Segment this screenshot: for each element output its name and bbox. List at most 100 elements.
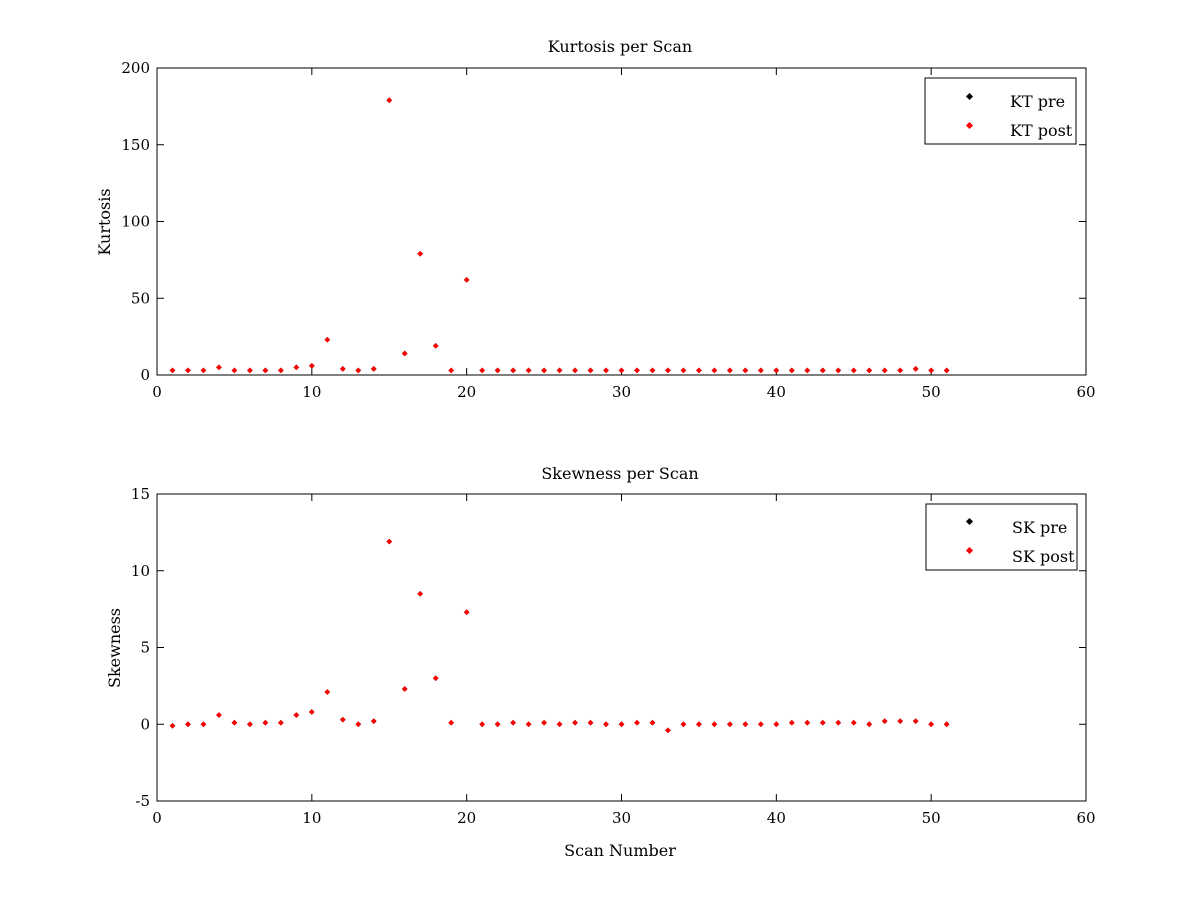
data-point [293,712,300,718]
data-point [339,716,346,723]
data-point [309,362,315,369]
data-point [216,712,222,718]
data-point [665,367,671,374]
data-point [773,367,780,374]
data-point [850,719,857,726]
legend-entry-kt-pre: KT pre [1010,92,1065,111]
data-point [278,367,284,374]
data-point [541,367,547,374]
skewness-chart: Skewness per Scan Skewness Scan Number 0… [105,464,1096,860]
data-point [525,721,532,728]
legend-marker-kt-pre [965,92,974,101]
data-point [587,719,594,726]
y-tick-label: -5 [135,792,150,810]
data-point [262,719,269,726]
data-point [309,709,315,715]
data-point [432,675,439,682]
x-tick-label: 50 [922,809,941,827]
data-point [819,719,826,726]
y-tick-label: 0 [140,715,150,733]
data-point [448,367,455,374]
data-point [479,367,485,374]
x-tick-label: 0 [152,809,162,827]
data-point [355,367,362,374]
x-tick-label: 20 [457,383,476,401]
data-point [216,364,222,371]
data-point [618,721,625,728]
legend-box [924,77,1077,145]
data-point [758,367,764,374]
x-tick-label: 40 [767,809,786,827]
data-point [727,367,733,374]
data-point [525,367,532,374]
data-point [835,719,842,726]
data-point [169,722,176,729]
data-point [680,721,687,728]
data-point [262,367,269,374]
data-point [185,367,191,374]
data-point [324,336,331,343]
data-point [510,719,516,726]
legend-marker-kt-post [965,121,974,130]
data-point [665,727,671,734]
data-point [634,367,640,374]
data-point [773,721,780,728]
x-tick-label: 30 [612,383,631,401]
x-tick-label: 30 [612,809,631,827]
axis-ticks: 0 10 20 30 40 50 60 0 50 100 150 200 [121,59,1095,401]
data-point [758,721,764,728]
data-point [494,367,501,374]
y-tick-label: 10 [131,562,150,580]
data-point [200,721,207,728]
data-point [603,367,609,374]
data-point [231,367,238,374]
data-point [494,721,501,728]
data-points [169,97,950,374]
data-point [572,367,578,374]
data-point [324,689,331,695]
data-point [432,343,439,349]
data-point [819,367,826,374]
data-point [355,721,362,728]
x-tick-label: 10 [302,809,321,827]
data-point [169,367,176,374]
data-point [912,366,919,372]
data-point [231,719,238,726]
data-point [696,367,702,374]
data-point [928,367,934,374]
data-point [634,719,640,726]
data-point [401,686,408,692]
legend: SK pre SK post [925,503,1078,571]
data-point [293,364,300,371]
data-point [386,97,393,104]
data-point [603,721,609,728]
data-point [711,721,718,728]
data-point [386,538,393,545]
data-point [943,721,950,728]
series-kt-post [169,97,950,374]
data-point [417,250,424,257]
series-sk-post [169,538,950,734]
x-axis-label: Scan Number [564,841,676,860]
legend-entry-sk-pre: SK pre [1012,518,1067,537]
data-point [510,367,516,374]
y-tick-label: 150 [121,136,150,154]
x-tick-label: 20 [457,809,476,827]
y-tick-label: 5 [140,639,150,657]
y-tick-label: 50 [131,289,150,307]
data-point [788,719,795,726]
data-point [804,367,811,374]
kurtosis-chart: Kurtosis per Scan Kurtosis 0 10 20 30 40 50 60… [95,37,1096,401]
y-tick-label: 15 [131,485,150,503]
y-tick-label: 200 [121,59,150,77]
data-point [463,277,470,283]
x-tick-label: 0 [152,383,162,401]
x-tick-label: 10 [302,383,321,401]
data-point [370,718,377,725]
data-point [448,719,455,726]
data-point [742,367,749,374]
x-tick-label: 40 [767,383,786,401]
data-point [866,721,873,728]
data-point [881,367,888,374]
